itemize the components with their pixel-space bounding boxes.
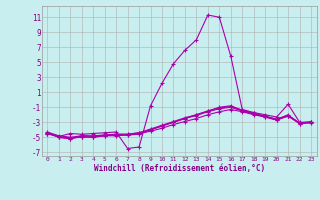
X-axis label: Windchill (Refroidissement éolien,°C): Windchill (Refroidissement éolien,°C): [94, 164, 265, 173]
